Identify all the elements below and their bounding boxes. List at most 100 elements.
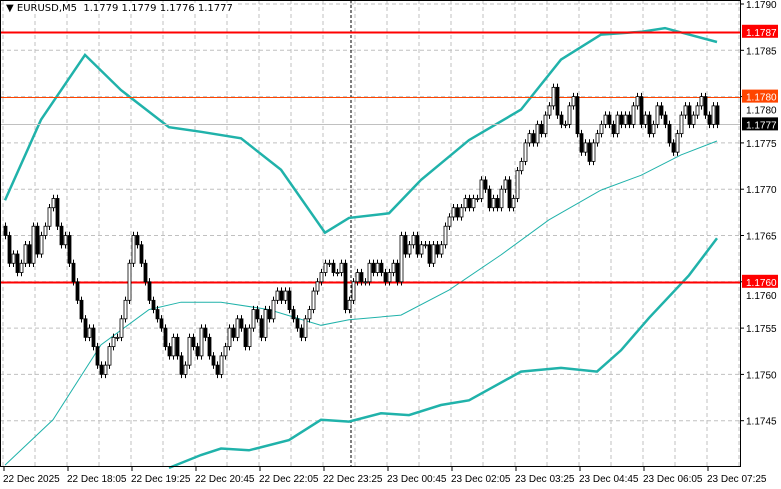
ohlc-readout: 1.1779 1.1779 1.1776 1.1777 [83,3,233,14]
candle-body-bull [563,123,568,126]
candle-body-bear [487,188,492,209]
candle-body-bull [115,336,120,339]
candle-body-bear [167,346,172,357]
candle [635,92,640,110]
candle-body-bear [435,244,440,255]
candle-body-bull [187,336,192,366]
candle [287,287,292,314]
candle-body-bear [667,123,672,144]
candle-body-bull [459,207,464,218]
candle [539,120,544,138]
candle [543,111,548,138]
candle-body-bull [19,262,24,273]
candle-body-bear [467,198,472,209]
candle-body-bull [423,244,428,247]
candle [71,259,76,286]
candle [339,259,344,277]
candle-body-bear [343,262,348,310]
candle-body-bull [543,114,548,135]
x-tick-label: 22 Dec 18:05 [67,474,127,485]
candle-body-bear [147,281,152,301]
candle-body-bull [515,170,520,199]
candle [267,305,272,323]
price-level-label-bg [742,117,778,131]
candle [131,231,136,267]
candle-body-bear [507,179,512,209]
candle [151,296,156,314]
candle-body-bear [163,327,168,348]
candle [535,120,540,147]
candle [323,259,328,277]
menu-triangle-icon[interactable]: ▼ [6,3,14,14]
candle [411,231,416,249]
candle [39,231,44,258]
candle [263,305,268,342]
candle-body-bear [671,142,676,153]
candle-body-bear [159,318,164,329]
candle-body-bull [583,142,588,153]
candle-body-bull [319,272,324,283]
candle-body-bear [55,198,60,227]
y-tick-label: 1.1755 [746,324,777,335]
candle [291,305,296,323]
candle-body-bull [491,198,496,209]
price-level-label: 1.1787 [746,28,777,39]
candle-body-bear [291,309,296,320]
candle [115,333,120,342]
candle [31,222,36,267]
candle-body-bear [575,96,580,135]
candle-body-bull [199,327,204,357]
candle-body-bear [703,96,708,116]
candle-body-bull [39,235,44,255]
candle-body-bull [23,244,28,264]
candle [447,213,452,230]
y-tick-label: 1.1785 [746,46,777,57]
candle [207,333,212,360]
candle [371,259,376,277]
candle [127,259,132,305]
candle-body-bear [243,327,248,348]
candle [403,231,408,258]
candle-body-bull [711,105,716,125]
candle [343,259,348,314]
candle [699,92,704,110]
candle-body-bear [151,299,156,310]
candle [63,231,68,249]
candle-body-bear [531,133,536,144]
x-tick-label: 22 Dec 22:05 [259,474,319,485]
candle [311,287,316,314]
chart-title: ▼ EURUSD,M5 1.1779 1.1779 1.1776 1.1777 [4,3,235,14]
x-tick-label: 23 Dec 00:45 [387,474,447,485]
candle [407,241,412,258]
candle [347,296,352,314]
candle-body-bear [359,272,364,283]
candle [135,231,140,249]
candle [659,102,664,119]
candle [495,194,500,212]
candle [271,296,276,323]
candle-body-bull [183,364,188,375]
candle-body-bear [619,114,624,125]
candle-body-bull [123,299,128,320]
candle [431,241,436,267]
candle [623,111,628,129]
candle [387,268,392,286]
candle [551,83,556,110]
candle [675,129,680,156]
candle [499,185,504,212]
candle-body-bull [375,262,380,273]
candle-body-bear [59,225,64,246]
candle-body-bear [207,336,212,357]
price-level-label: 1.1780 [746,93,777,104]
candle [183,361,188,379]
candle [79,296,84,323]
candle [47,204,52,230]
candle-body-bear [495,198,500,209]
candle [479,176,484,203]
candle [703,92,708,119]
candle [295,315,300,332]
candle-body-bull [511,198,516,209]
candle [191,333,196,351]
